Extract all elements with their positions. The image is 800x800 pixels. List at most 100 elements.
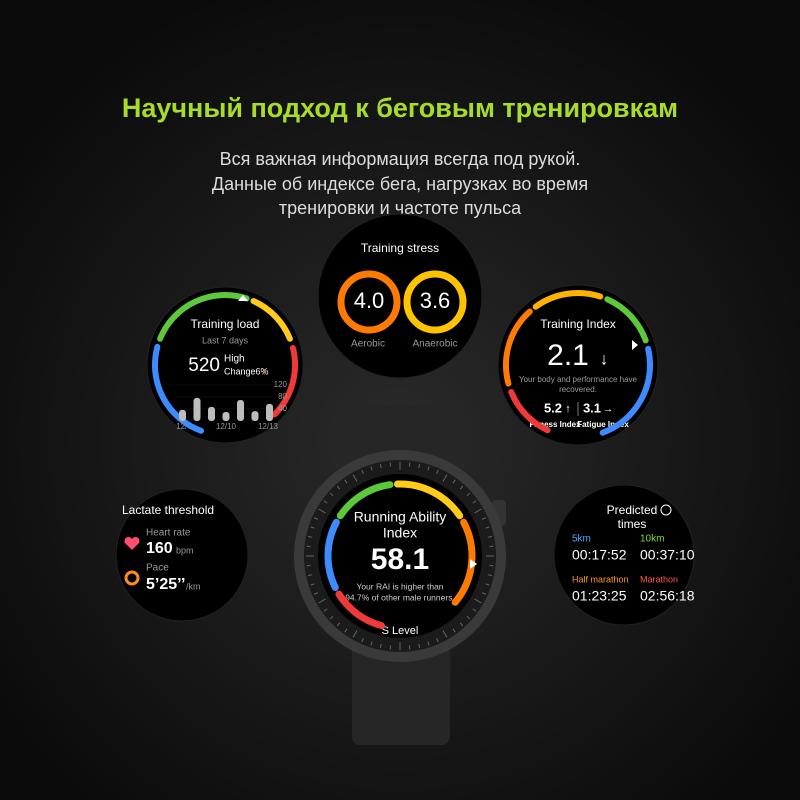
bezel-tick	[379, 643, 382, 649]
bezel-tick	[361, 638, 364, 643]
bezel-tick	[427, 641, 430, 646]
pace-icon	[124, 570, 140, 586]
bezel-tick	[466, 492, 471, 497]
ring-arc	[393, 480, 464, 520]
bezel-tick	[352, 474, 358, 482]
title: Научный подход к беговым тренировкам	[122, 93, 678, 123]
bezel-tick	[329, 615, 334, 620]
subtitle: Данные об индексе бега, нагрузках во вре…	[212, 174, 588, 194]
bar	[222, 412, 230, 421]
bezel-tick	[472, 500, 477, 504]
watch-title: Index	[383, 525, 417, 541]
widget-title: Training load	[191, 317, 260, 331]
arrow: ↓	[600, 349, 609, 368]
bezel-tick	[472, 608, 477, 612]
level: S Level	[382, 625, 419, 637]
label: 10km	[640, 534, 664, 545]
unit: /km	[186, 581, 201, 591]
value: 5.2	[544, 400, 562, 415]
bezel-tick	[344, 479, 348, 484]
bezel-tick	[323, 608, 328, 612]
unit: bpm	[176, 545, 194, 555]
ring-arc	[324, 518, 340, 592]
marker	[632, 340, 638, 350]
bezel-tick	[344, 628, 348, 633]
arrow: ↑	[262, 367, 267, 378]
bezel-tick	[318, 598, 326, 604]
ring-arc	[599, 345, 653, 436]
bezel-tick	[482, 592, 487, 595]
bezel-tick	[418, 643, 421, 649]
bezel-tick	[310, 583, 315, 586]
bezel-tick	[474, 598, 482, 604]
value: 520	[188, 355, 220, 376]
ring-arc	[604, 296, 649, 344]
bezel-tick	[336, 622, 341, 627]
bezel-tick	[370, 466, 373, 471]
bezel-tick	[459, 485, 464, 490]
ring-arc	[152, 343, 205, 434]
bezel-tick	[318, 508, 326, 514]
value: 58.1	[371, 543, 429, 576]
label: Aerobic	[351, 339, 385, 350]
bezel-tick	[482, 517, 487, 520]
label: Half marathon	[572, 574, 629, 584]
bezel-tick	[459, 622, 464, 627]
info-icon	[660, 504, 672, 516]
note: Your RAI is higher than	[356, 581, 443, 591]
widget-title: Predicted	[607, 503, 658, 517]
value: 3.1	[583, 400, 601, 415]
bezel-tick	[379, 463, 382, 469]
bezel-tick	[307, 574, 313, 577]
ring-arc	[271, 345, 298, 418]
arrow: ↑	[565, 403, 571, 415]
ring-arc	[508, 388, 551, 434]
ring	[337, 270, 401, 334]
ring-arc	[532, 290, 604, 310]
bezel-tick	[336, 485, 341, 490]
time: 02:56:18	[640, 588, 695, 604]
tick-label: 80	[278, 392, 287, 401]
bezel-tick	[352, 630, 358, 638]
bar	[251, 411, 259, 421]
label: Pace	[146, 563, 169, 574]
bezel-tick	[452, 479, 456, 484]
bar	[266, 403, 273, 421]
screen	[318, 474, 482, 638]
bezel-tick	[452, 628, 456, 633]
bezel-tick	[307, 535, 313, 538]
label: Marathon	[640, 574, 678, 584]
widget	[146, 286, 304, 444]
ring-arc	[335, 590, 385, 630]
label: Anaerobic	[412, 339, 457, 350]
label: Change6%	[224, 366, 269, 376]
bezel-tick	[442, 630, 448, 638]
date: 12/7	[176, 422, 192, 431]
bezel-tick	[329, 492, 334, 497]
ring-arc	[336, 481, 394, 520]
label: Last 7 days	[202, 335, 249, 345]
note: 94.7% of other male runners.	[345, 592, 455, 602]
bezel-tick	[487, 535, 493, 538]
ring-arc	[503, 308, 533, 387]
time: 00:37:10	[640, 547, 695, 563]
bezel-tick	[370, 641, 373, 646]
subtitle: тренировки и частоте пульса	[279, 198, 522, 218]
marker	[470, 559, 477, 569]
bezel-tick	[436, 638, 439, 643]
value: 2.1	[547, 339, 589, 372]
bezel-tick	[485, 526, 490, 529]
date: 12/10	[216, 422, 237, 431]
label: Heart rate	[146, 528, 191, 539]
bezel-tick	[442, 474, 448, 482]
bar	[193, 397, 201, 421]
time: 00:17:52	[572, 547, 627, 563]
ring-arc	[157, 292, 250, 342]
value: 4.0	[354, 288, 385, 313]
bezel-tick	[436, 469, 439, 474]
marker	[238, 295, 248, 301]
watch-title: Running Ability	[354, 509, 447, 525]
value: 160	[146, 540, 173, 557]
bezel-tick	[361, 469, 364, 474]
